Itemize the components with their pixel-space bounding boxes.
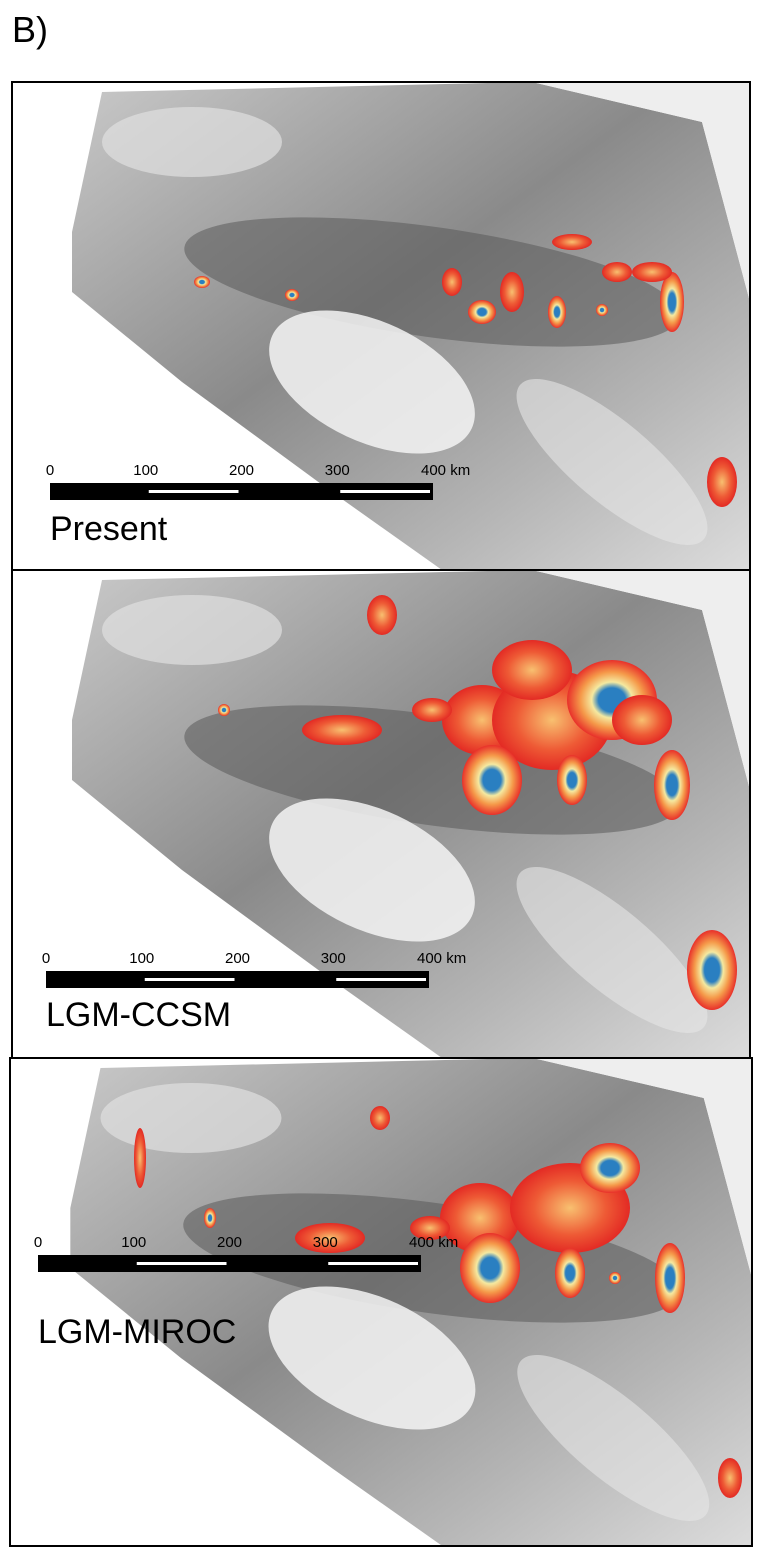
suitability-area — [134, 1128, 146, 1188]
suitability-area — [718, 1458, 742, 1498]
scale-label: 200 — [225, 950, 250, 967]
map-panel: 0 100 200 300 400 km LGM-MIROC — [10, 1058, 752, 1546]
scale-bar-segment — [340, 490, 430, 493]
suitability-area — [707, 457, 737, 507]
scale-label: 0 — [42, 950, 50, 967]
scale-label: 200 — [229, 462, 254, 479]
scale-bar-segment — [145, 978, 235, 981]
suitability-area — [462, 745, 522, 815]
scale-bar-segment — [149, 490, 239, 493]
suitability-area — [580, 1143, 640, 1193]
panel-label: LGM-MIROC — [38, 1313, 236, 1351]
suitability-area — [194, 276, 210, 288]
suitability-area — [468, 300, 496, 324]
suitability-area — [612, 695, 672, 745]
scale-label: 300 — [321, 950, 346, 967]
suitability-area — [218, 704, 230, 716]
suitability-area — [492, 640, 572, 700]
suitability-area — [412, 698, 452, 722]
suitability-area — [370, 1106, 390, 1130]
figure-label: B) — [12, 9, 48, 50]
suitability-area — [654, 750, 690, 820]
scale-label: 0 — [46, 462, 54, 479]
scale-label: 0 — [34, 1234, 42, 1251]
suitability-area — [548, 296, 566, 328]
terrain — [70, 1058, 752, 1546]
scale-bar-segment — [336, 978, 426, 981]
suitability-area — [460, 1233, 520, 1303]
scale-label: 300 — [313, 1234, 338, 1251]
suitability-area — [367, 595, 397, 635]
scale-label: 200 — [217, 1234, 242, 1251]
suitability-area — [557, 755, 587, 805]
figure: B) 0 100 200 300 400 km Present 0 100 200 300 400 … — [0, 0, 758, 1549]
suitability-area — [687, 930, 737, 1010]
scale-label: 400 km — [409, 1234, 458, 1251]
suitability-area — [204, 1208, 216, 1228]
panel-label: Present — [50, 510, 168, 548]
panel-label: LGM-CCSM — [46, 996, 231, 1034]
map-panel: 0 100 200 300 400 km Present — [12, 82, 750, 570]
scale-label: 100 — [129, 950, 154, 967]
suitability-area — [442, 268, 462, 296]
scale-bar-segment — [137, 1262, 227, 1265]
suitability-area — [602, 262, 632, 282]
suitability-area — [552, 234, 592, 250]
suitability-area — [660, 272, 684, 332]
scale-label: 300 — [325, 462, 350, 479]
suitability-area — [655, 1243, 685, 1313]
suitability-area — [555, 1248, 585, 1298]
scale-label: 100 — [121, 1234, 146, 1251]
suitability-area — [302, 715, 382, 745]
scale-label: 100 — [133, 462, 158, 479]
suitability-area — [285, 289, 299, 301]
suitability-area — [609, 1272, 621, 1284]
suitability-area — [500, 272, 524, 312]
map-panel: 0 100 200 300 400 km LGM-CCSM — [12, 570, 750, 1058]
scale-bar-segment — [328, 1262, 418, 1265]
suitability-area — [596, 304, 608, 316]
suitability-area — [632, 262, 672, 282]
scale-label: 400 km — [417, 950, 466, 967]
scale-label: 400 km — [421, 462, 470, 479]
